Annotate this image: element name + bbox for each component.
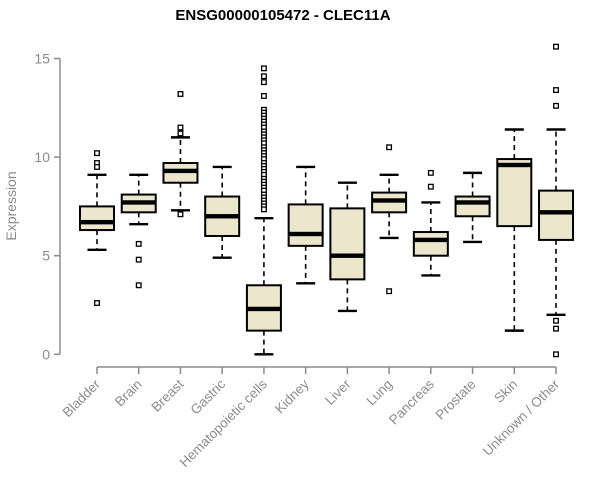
boxplot-hematopoietic-cells	[245, 65, 282, 356]
iqr-box	[287, 203, 324, 247]
boxplot-liver	[329, 181, 366, 313]
median-line	[205, 214, 240, 219]
x-tick-label-unknown-other: Unknown / Other	[480, 376, 563, 459]
x-tick-label-skin: Skin	[491, 377, 520, 406]
iqr-box	[412, 231, 449, 257]
x-tick-label-gastric: Gastric	[187, 376, 228, 417]
outlier-point	[177, 211, 184, 218]
outlier-point	[260, 65, 267, 72]
iqr-box	[79, 205, 115, 232]
boxplot-unknown-other	[538, 43, 575, 358]
outlier-point	[135, 282, 142, 289]
outlier-point	[553, 43, 559, 50]
boxplot-gastric	[204, 165, 241, 259]
x-tick-label-prostate: Prostate	[433, 377, 479, 423]
outlier-point	[177, 124, 184, 131]
outlier-point	[553, 87, 559, 94]
boxplot-lung	[371, 144, 408, 295]
outlier-point	[135, 256, 142, 263]
boxplot-kidney	[287, 165, 324, 285]
boxplot-prostate	[454, 171, 491, 244]
outlier-point	[427, 183, 434, 190]
x-tick-label-bladder: Bladder	[60, 376, 104, 420]
y-axis-label: Expression	[3, 171, 19, 240]
median-line	[80, 219, 114, 225]
outlier-point	[135, 240, 142, 247]
median-line	[121, 200, 156, 205]
x-tick-label-kidney: Kidney	[272, 376, 312, 416]
outlier-point	[260, 73, 267, 80]
boxplot-skin	[496, 128, 533, 332]
median-line	[413, 237, 448, 243]
outlier-point	[177, 130, 184, 137]
y-tick-label: 10	[34, 149, 50, 165]
boxplot-pancreas	[412, 169, 449, 277]
median-line	[455, 200, 490, 205]
median-line	[246, 306, 281, 312]
outlier-point	[386, 288, 393, 295]
median-line	[288, 231, 323, 237]
median-line	[539, 210, 574, 215]
outlier-point	[177, 91, 184, 97]
iqr-box	[329, 207, 366, 281]
outlier-point	[94, 150, 100, 157]
median-line	[497, 162, 532, 168]
boxplot-breast	[162, 91, 199, 218]
y-tick-label: 15	[34, 51, 50, 67]
outlier-point	[553, 317, 559, 324]
iqr-box	[496, 158, 533, 228]
y-tick-label: 5	[42, 248, 50, 264]
x-tick-label-brain: Brain	[112, 377, 145, 410]
x-tick-label-breast: Breast	[148, 376, 186, 414]
chart-title: ENSG00000105472 - CLEC11A	[175, 7, 391, 24]
outlier-point	[260, 79, 267, 86]
outlier-point	[553, 351, 559, 358]
median-line	[372, 198, 407, 203]
outlier-point	[94, 300, 100, 306]
x-tick-label-lung: Lung	[363, 377, 395, 409]
y-tick-label: 0	[42, 346, 50, 362]
iqr-box	[454, 195, 491, 218]
x-tick-label-pancreas: Pancreas	[386, 376, 437, 427]
median-line	[163, 168, 198, 174]
outlier-point	[386, 144, 393, 151]
outlier-point	[260, 206, 267, 213]
boxplot-brain	[120, 173, 157, 289]
median-line	[330, 253, 365, 258]
outlier-point	[553, 325, 559, 332]
x-tick-label-liver: Liver	[322, 376, 354, 408]
outlier-point	[553, 102, 559, 109]
outlier-point	[94, 164, 100, 170]
outlier-point	[427, 169, 434, 176]
boxplot-bladder	[79, 150, 115, 306]
iqr-box	[538, 189, 575, 241]
outlier-point	[260, 93, 267, 99]
